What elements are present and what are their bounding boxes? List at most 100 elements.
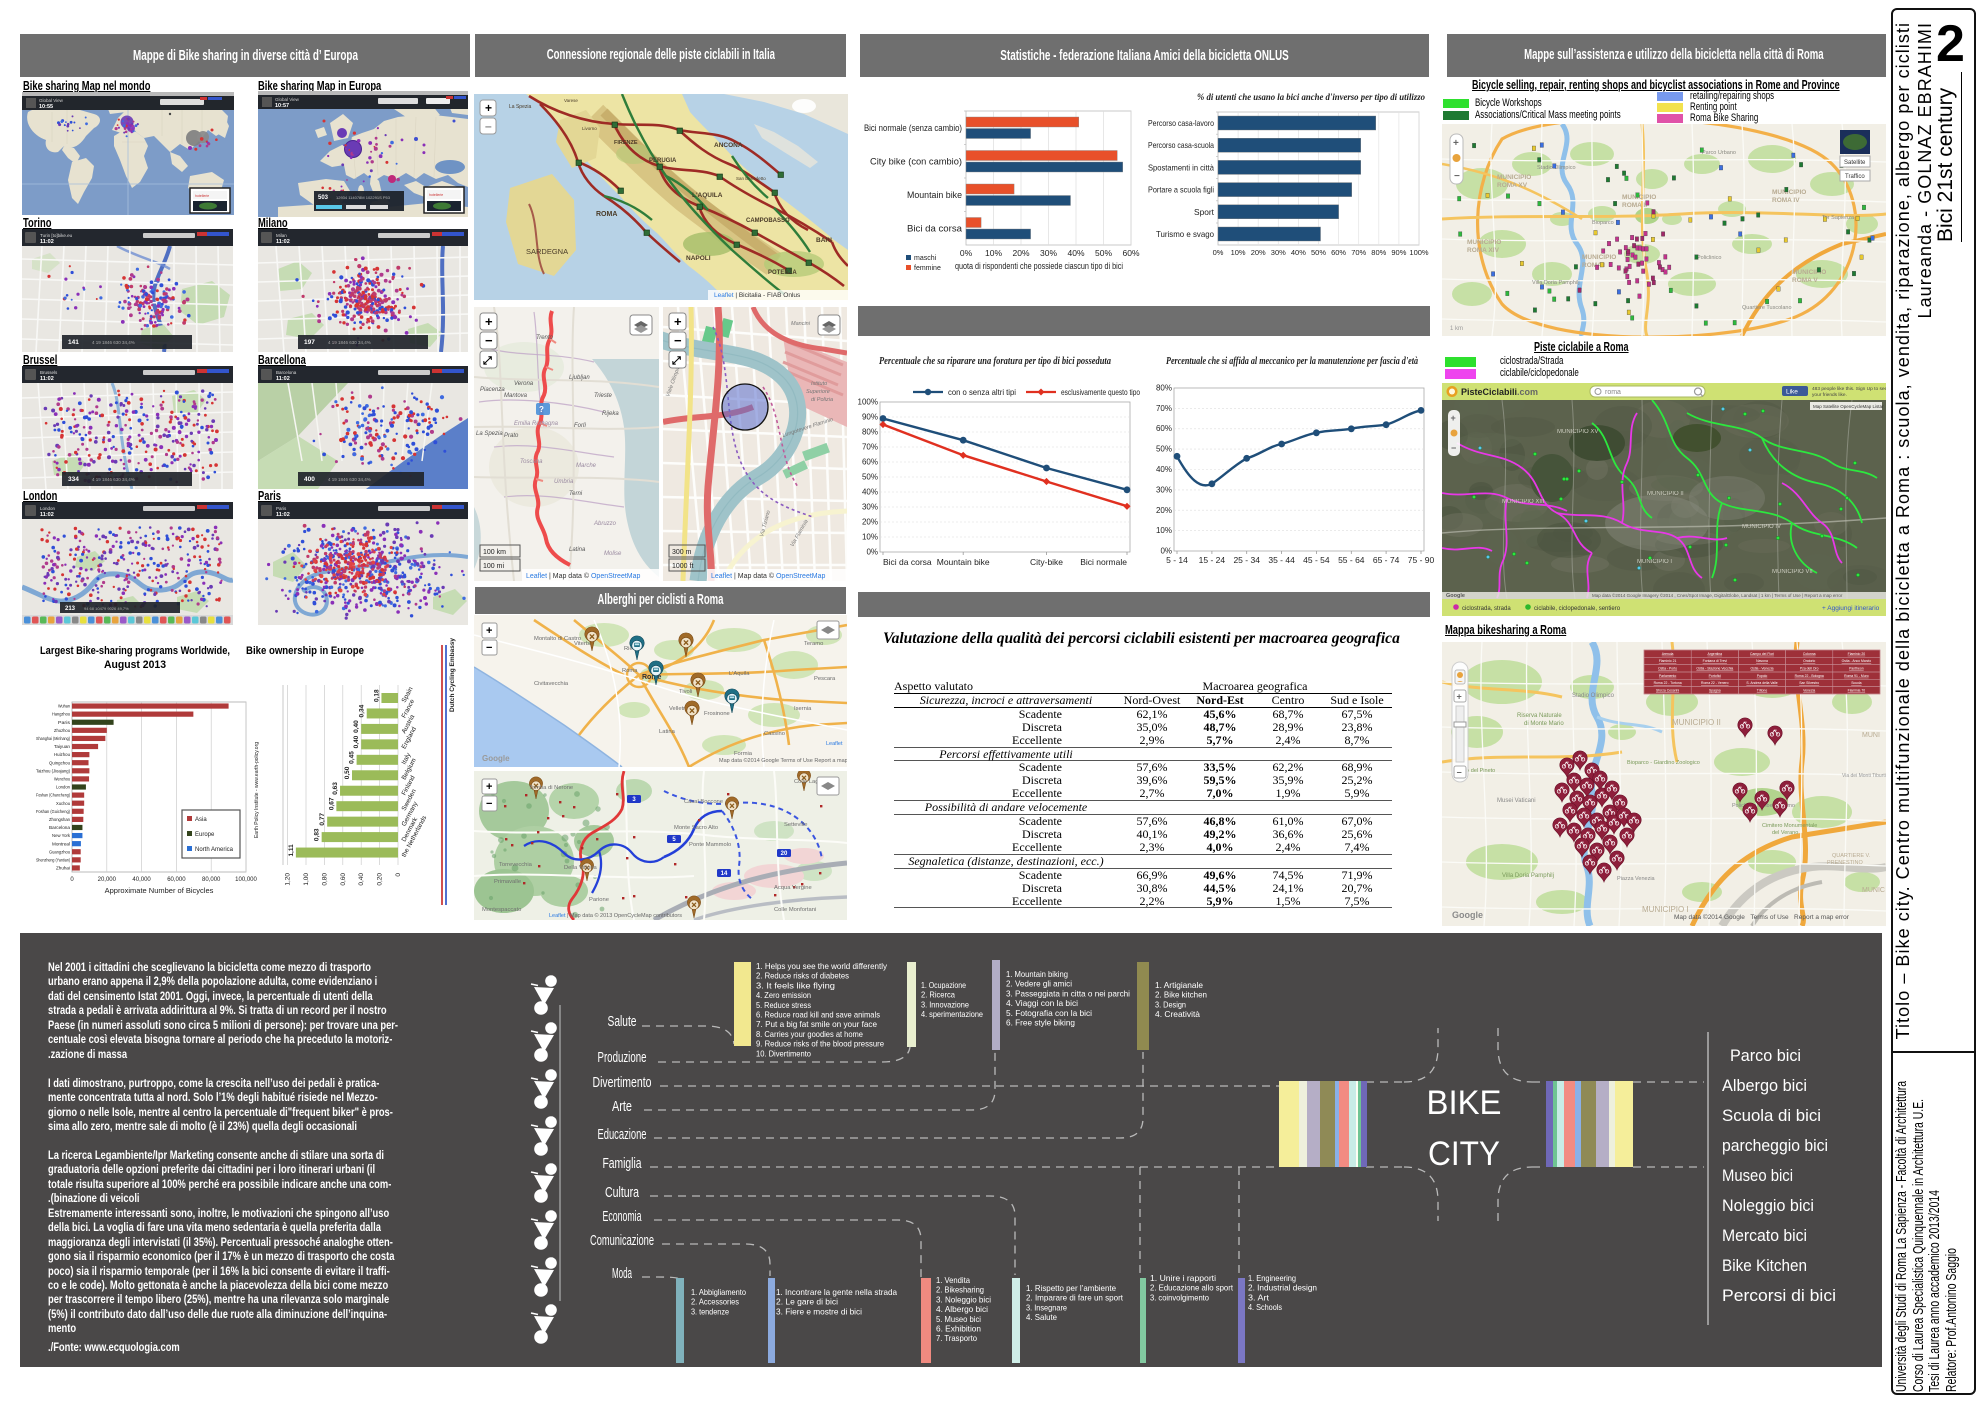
svg-text:40,000: 40,000 bbox=[132, 877, 151, 883]
svg-text:Largest Bike-sharing programs: Largest Bike-sharing programs Worldwide, bbox=[40, 645, 230, 657]
svg-text:Salute: Salute bbox=[608, 1013, 637, 1030]
svg-text:0,60: 0,60 bbox=[340, 873, 347, 886]
svg-text:Latina: Latina bbox=[569, 547, 586, 553]
svg-text:Pza dell Oro: Pza dell Oro bbox=[1800, 667, 1819, 671]
svg-text:Popolo: Popolo bbox=[1757, 674, 1768, 678]
svg-text:0,80: 0,80 bbox=[321, 873, 328, 886]
svg-text:6. Exhibition: 6. Exhibition bbox=[936, 1324, 981, 1334]
svg-text:−: − bbox=[1454, 171, 1460, 182]
svg-text:1. Unire i rapporti: 1. Unire i rapporti bbox=[1150, 1273, 1216, 1283]
svg-text:Ostia - Venezia: Ostia - Venezia bbox=[1751, 667, 1774, 671]
svg-text:MUNICIPIO XV: MUNICIPIO XV bbox=[1557, 429, 1598, 435]
svg-text:Tritone: Tritone bbox=[1757, 688, 1768, 692]
svg-text:Villa Doria Pamphilj: Villa Doria Pamphilj bbox=[1532, 280, 1580, 286]
svg-text:Roma: Roma bbox=[622, 668, 638, 674]
svg-text:3. It feels like flying: 3. It feels like flying bbox=[756, 980, 835, 990]
svg-text:100%: 100% bbox=[1409, 248, 1429, 257]
svg-text:3. coinvolgimento: 3. coinvolgimento bbox=[1150, 1292, 1209, 1302]
svg-text:2. Industrial design: 2. Industrial design bbox=[1248, 1283, 1317, 1293]
svg-text:Casal Boccone: Casal Boccone bbox=[684, 799, 723, 805]
svg-text:QUARTIERE V.: QUARTIERE V. bbox=[1832, 853, 1871, 859]
svg-text:POTENZA: POTENZA bbox=[768, 270, 797, 276]
svg-text:Colle Laghetto: Colle Laghetto bbox=[794, 779, 831, 785]
svg-text:S. Andrea della Valle: S. Andrea della Valle bbox=[1746, 681, 1777, 685]
svg-text:2. Bikesharing: 2. Bikesharing bbox=[936, 1285, 984, 1295]
svg-text:Piacenza: Piacenza bbox=[480, 387, 505, 393]
svg-text:MUNICIPIO IV: MUNICIPIO IV bbox=[1742, 524, 1781, 530]
svg-text:1,11: 1,11 bbox=[288, 844, 295, 857]
svg-text:Prato: Prato bbox=[504, 433, 519, 439]
svg-text:Della Vittoria: Della Vittoria bbox=[564, 865, 598, 871]
svg-text:Ponte Mammolo: Ponte Mammolo bbox=[689, 842, 731, 848]
svg-text:Turin [to]bike.eu: Turin [to]bike.eu bbox=[40, 233, 73, 238]
svg-text:Montalto di Castro: Montalto di Castro bbox=[534, 636, 581, 642]
svg-text:Flaminio 20: Flaminio 20 bbox=[1848, 652, 1866, 656]
svg-text:Shenzheng (Yantian): Shenzheng (Yantian) bbox=[36, 857, 70, 863]
svg-text:Sport: Sport bbox=[1194, 207, 1215, 217]
svg-text:Xuchou: Xuchou bbox=[56, 801, 70, 807]
svg-text:Mercato bici: Mercato bici bbox=[1722, 1226, 1807, 1245]
svg-text:Percorso casa-lavoro: Percorso casa-lavoro bbox=[1148, 118, 1214, 128]
svg-text:Earth Policy Institute - www.e: Earth Policy Institute - www.earth-polic… bbox=[254, 742, 260, 838]
svg-text:Sforza Cesarini: Sforza Cesarini bbox=[1656, 688, 1679, 692]
svg-text:100 mi: 100 mi bbox=[483, 563, 504, 570]
svg-text:0,34: 0,34 bbox=[359, 704, 366, 717]
svg-text:4. Schools: 4. Schools bbox=[1248, 1302, 1282, 1312]
svg-text:9. Reduce risks of the blood p: 9. Reduce risks of the blood pressure bbox=[756, 1039, 884, 1049]
svg-text:parcheggio bici: parcheggio bici bbox=[1722, 1136, 1828, 1155]
svg-text:Percorsi di bici: Percorsi di bici bbox=[1722, 1286, 1836, 1305]
svg-text:hotellerie: hotellerie bbox=[195, 194, 209, 198]
svg-text:Divertimento: Divertimento bbox=[593, 1074, 652, 1091]
svg-text:40%: 40% bbox=[1156, 465, 1172, 474]
svg-text:Flaminia 70: Flaminia 70 bbox=[1848, 688, 1866, 692]
svg-text:ROMA XIV: ROMA XIV bbox=[1467, 247, 1500, 254]
svg-text:Montreal: Montreal bbox=[52, 841, 70, 847]
svg-text:Educazione: Educazione bbox=[598, 1126, 647, 1143]
svg-text:Parlamento: Parlamento bbox=[1659, 674, 1676, 678]
svg-text:Parione: Parione bbox=[589, 897, 609, 903]
svg-text:11:02: 11:02 bbox=[276, 376, 290, 382]
svg-text:Percentuale che si affida al m: Percentuale che si affida al meccanico p… bbox=[1166, 356, 1418, 367]
svg-text:1. Engineering: 1. Engineering bbox=[1248, 1273, 1296, 1283]
svg-text:Riserva Naturale: Riserva Naturale bbox=[1517, 713, 1562, 719]
svg-text:Acqua Vergine: Acqua Vergine bbox=[774, 885, 812, 891]
svg-text:Google: Google bbox=[482, 754, 510, 763]
svg-text:30%: 30% bbox=[1156, 485, 1172, 494]
svg-text:La Spezia: La Spezia bbox=[476, 431, 503, 437]
svg-text:Tomba di Nerone: Tomba di Nerone bbox=[529, 785, 573, 791]
svg-text:1. Helps you see the world dif: 1. Helps you see the world differently bbox=[756, 961, 888, 971]
svg-text:+: + bbox=[1457, 692, 1462, 702]
svg-text:ROMA XV: ROMA XV bbox=[1497, 182, 1528, 189]
svg-text:20: 20 bbox=[781, 851, 788, 857]
svg-text:Wuhan: Wuhan bbox=[58, 704, 70, 710]
svg-text:Museo bici: Museo bici bbox=[1722, 1166, 1793, 1185]
svg-text:Map data ©2014 Google Imagery: Map data ©2014 Google Imagery ©2014 , Cn… bbox=[1592, 592, 1843, 598]
svg-text:30%: 30% bbox=[862, 503, 878, 512]
svg-text:London: London bbox=[40, 506, 56, 511]
svg-text:August 2013: August 2013 bbox=[104, 659, 166, 671]
svg-text:Rieti: Rieti bbox=[624, 646, 636, 652]
svg-text:50%: 50% bbox=[1156, 445, 1172, 454]
svg-text:+: + bbox=[486, 625, 492, 637]
svg-text:10:55: 10:55 bbox=[39, 104, 53, 110]
svg-text:5. Reduce stress: 5. Reduce stress bbox=[756, 1000, 811, 1010]
svg-text:+: + bbox=[674, 314, 682, 329]
svg-text:Terni: Terni bbox=[569, 491, 583, 497]
svg-text:del Verano: del Verano bbox=[1772, 830, 1798, 836]
svg-text:roma: roma bbox=[1605, 389, 1621, 396]
svg-text:Guangzhou: Guangzhou bbox=[49, 849, 70, 855]
svg-text:197: 197 bbox=[304, 339, 315, 346]
svg-text:+: + bbox=[486, 781, 492, 793]
svg-text:FIRENZE: FIRENZE bbox=[614, 140, 638, 146]
svg-text:0,63: 0,63 bbox=[332, 782, 339, 795]
svg-text:Mountain bike: Mountain bike bbox=[937, 557, 990, 567]
svg-text:?: ? bbox=[539, 405, 544, 414]
svg-text:1,20: 1,20 bbox=[285, 873, 292, 886]
svg-text:Huizhou: Huizhou bbox=[54, 752, 70, 758]
svg-text:Viterbo: Viterbo bbox=[574, 641, 592, 647]
svg-text:MUNICIPIO XIII: MUNICIPIO XIII bbox=[1502, 499, 1545, 505]
svg-text:25 - 34: 25 - 34 bbox=[1233, 555, 1260, 565]
svg-text:0,50: 0,50 bbox=[344, 766, 351, 779]
svg-text:60,000: 60,000 bbox=[167, 877, 186, 883]
svg-text:Leaflet | Map data © 2013 Open: Leaflet | Map data © 2013 OpenCycleMap c… bbox=[549, 912, 682, 919]
